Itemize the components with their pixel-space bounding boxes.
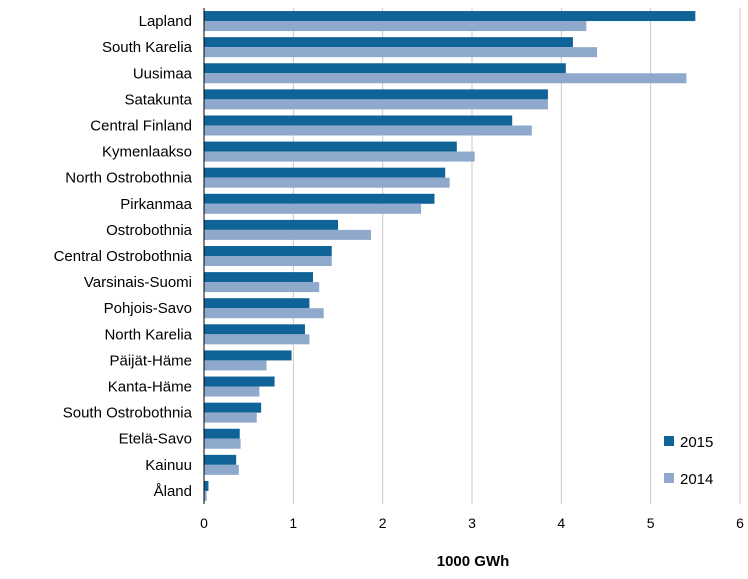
bar-pirkanmaa-2015 [204,193,435,204]
legend-swatch-2014 [664,473,674,483]
bar-north-ostrobothnia-2014 [204,177,450,188]
x-tick-label-4: 4 [557,515,565,531]
bar-etela-savo-2015 [204,428,240,439]
bar-satakunta-2014 [204,99,548,110]
category-label-paijat-hame: Päijät-Häme [109,352,192,369]
bar-paijat-hame-2014 [204,360,267,371]
bar-ostrobothnia-2015 [204,219,338,230]
bar-south-karelia-2014 [204,47,598,58]
bar-south-ostrobothnia-2014 [204,412,257,423]
bar-north-ostrobothnia-2015 [204,167,446,178]
bar-kanta-hame-2015 [204,376,275,387]
category-label-satakunta: Satakunta [124,91,192,108]
x-tick-label-1: 1 [289,515,297,531]
bars [204,11,696,501]
bar-pirkanmaa-2014 [204,203,422,214]
x-tick-label-5: 5 [647,515,655,531]
bar-varsinais-suomi-2015 [204,272,313,283]
category-label-central-ostrobothnia: Central Ostrobothnia [54,248,193,265]
bar-satakunta-2015 [204,89,548,100]
x-tick-label-6: 6 [736,515,744,531]
bar-varsinais-suomi-2014 [204,282,320,293]
bar-south-karelia-2015 [204,37,573,48]
bar-uusimaa-2014 [204,73,687,84]
bar-aland-2015 [204,480,209,491]
category-label-south-karelia: South Karelia [102,39,193,56]
bar-pohjois-savo-2014 [204,308,324,319]
legend-label-2014: 2014 [680,471,713,488]
category-label-pirkanmaa: Pirkanmaa [120,196,192,213]
bar-paijat-hame-2015 [204,350,292,361]
category-label-central-finland: Central Finland [90,117,192,134]
x-tick-label-2: 2 [379,515,387,531]
bar-uusimaa-2015 [204,63,566,74]
bar-kainuu-2015 [204,454,237,465]
category-label-etela-savo: Etelä-Savo [119,431,192,448]
category-label-uusimaa: Uusimaa [133,65,193,82]
x-tick-label-3: 3 [468,515,476,531]
category-label-varsinais-suomi: Varsinais-Suomi [84,274,192,291]
bar-central-finland-2014 [204,125,532,136]
legend-label-2015: 2015 [680,434,713,451]
category-label-south-ostrobothnia: South Ostrobothnia [63,405,193,422]
category-label-kanta-hame: Kanta-Häme [108,379,192,396]
x-tick-label-0: 0 [200,515,208,531]
bar-etela-savo-2014 [204,438,241,449]
legend: 2015 2014 [664,434,713,488]
category-label-kainuu: Kainuu [145,457,192,474]
category-label-north-karelia: North Karelia [104,326,192,343]
category-label-lapland: Lapland [139,13,192,30]
bar-lapland-2015 [204,11,696,22]
category-label-ostrobothnia: Ostrobothnia [106,222,193,239]
category-label-kymenlaakso: Kymenlaakso [102,144,192,161]
x-tick-labels: 0 1 2 3 4 5 6 [200,515,744,531]
bar-ostrobothnia-2014 [204,229,372,240]
bar-aland-2014 [204,490,207,501]
category-label-north-ostrobothnia: North Ostrobothnia [65,170,192,187]
legend-swatch-2015 [664,436,674,446]
x-axis-title: 1000 GWh [437,553,510,570]
bar-central-ostrobothnia-2014 [204,256,332,266]
bar-kymenlaakso-2015 [204,141,457,152]
bar-pohjois-savo-2015 [204,298,310,309]
bar-lapland-2014 [204,21,587,32]
bar-north-karelia-2015 [204,324,305,335]
category-label-pohjois-savo: Pohjois-Savo [104,300,192,317]
bar-kainuu-2014 [204,464,239,475]
bar-kymenlaakso-2014 [204,151,475,162]
bar-central-finland-2015 [204,115,513,126]
category-labels: Lapland South Karelia Uusimaa Satakunta Cent… [54,13,193,500]
bar-kanta-hame-2014 [204,386,260,397]
bar-south-ostrobothnia-2015 [204,402,262,413]
bar-north-karelia-2014 [204,334,310,345]
bar-central-ostrobothnia-2015 [204,246,332,256]
category-label-aland: Åland [154,483,192,500]
